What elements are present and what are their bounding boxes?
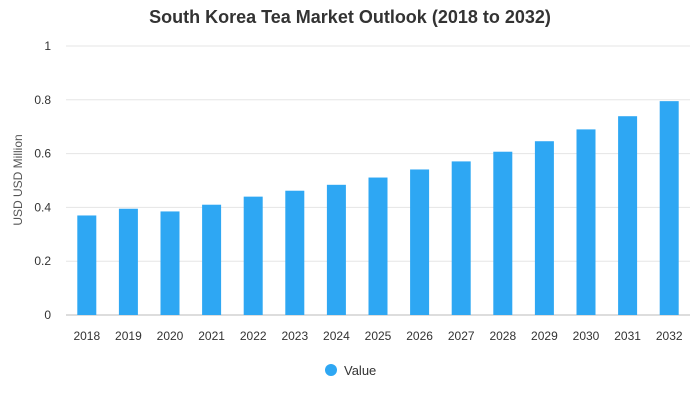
x-tick-label: 2024 [323,329,350,343]
bar-2023[interactable] [285,190,305,315]
x-tick-label: 2018 [73,329,100,343]
bar-2026[interactable] [410,169,430,315]
bars [77,101,679,316]
bar-2024[interactable] [326,184,346,315]
y-tick-label: 1 [44,39,51,53]
bar-2020[interactable] [160,211,180,315]
chart-title: South Korea Tea Market Outlook (2018 to … [149,7,551,27]
x-tick-label: 2028 [489,329,516,343]
x-tick-label: 2026 [406,329,433,343]
x-tick-label: 2025 [365,329,392,343]
x-tick-label: 2032 [656,329,683,343]
legend-label-value: Value [344,363,376,378]
x-tick-label: 2021 [198,329,225,343]
y-tick-label: 0 [44,308,51,322]
bar-2025[interactable] [368,177,388,315]
x-tick-label: 2023 [281,329,308,343]
x-tick-label: 2020 [157,329,184,343]
x-tick-label: 2030 [573,329,600,343]
y-axis: 0 0.2 0.4 0.6 0.8 1 [34,39,51,322]
y-tick-label: 0.4 [34,200,51,214]
bar-2019[interactable] [118,208,138,315]
x-tick-label: 2022 [240,329,267,343]
y-axis-title: USD USD Million [11,134,25,225]
y-tick-label: 0.2 [34,254,51,268]
legend[interactable]: Value [325,363,376,378]
x-axis: 2018 2019 2020 2021 2022 2023 2024 2025 2026 2027… [73,329,682,343]
x-tick-label: 2029 [531,329,558,343]
bar-2022[interactable] [243,196,263,315]
bar-2031[interactable] [618,116,638,315]
bar-2028[interactable] [493,151,513,315]
bar-2030[interactable] [576,129,596,315]
x-tick-label: 2031 [614,329,641,343]
y-tick-label: 0.8 [34,93,51,107]
x-tick-label: 2027 [448,329,475,343]
bar-2029[interactable] [534,141,554,315]
bar-2027[interactable] [451,161,471,315]
bar-2032[interactable] [659,101,679,316]
x-tick-label: 2019 [115,329,142,343]
y-tick-label: 0.6 [34,147,51,161]
bar-2018[interactable] [77,215,97,315]
legend-swatch-value [325,364,337,376]
bar-2021[interactable] [202,204,222,315]
